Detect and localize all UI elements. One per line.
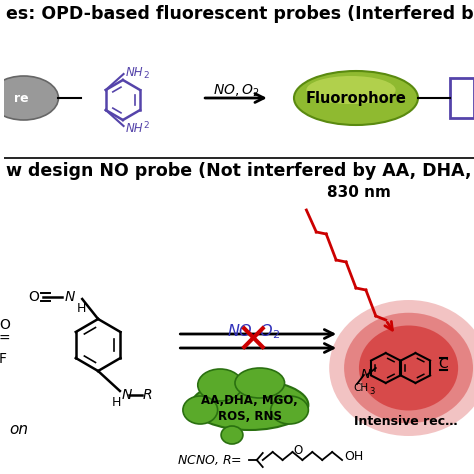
Text: N: N [64, 290, 75, 304]
Text: CH: CH [353, 383, 368, 393]
Ellipse shape [191, 380, 309, 430]
Text: Fluorophore: Fluorophore [306, 91, 406, 106]
Text: O: O [28, 290, 39, 304]
Text: N: N [122, 388, 132, 402]
Text: es: OPD-based fluorescent probes (Interfered by: es: OPD-based fluorescent probes (Interf… [6, 5, 474, 23]
Text: NH: NH [126, 121, 143, 135]
Text: NH: NH [126, 65, 143, 79]
Text: ✕: ✕ [236, 320, 271, 362]
Ellipse shape [306, 76, 396, 104]
Ellipse shape [344, 313, 473, 423]
Text: Intensive rec…: Intensive rec… [354, 415, 457, 428]
Text: R: R [143, 388, 152, 402]
Ellipse shape [271, 396, 309, 424]
Text: $NO, O_2$: $NO, O_2$ [213, 83, 259, 100]
Text: O: O [293, 444, 303, 456]
Text: C: C [438, 357, 448, 371]
Ellipse shape [329, 300, 474, 436]
Text: F: F [0, 352, 7, 366]
Ellipse shape [294, 71, 418, 125]
Text: N: N [361, 368, 371, 382]
Text: O: O [0, 318, 10, 332]
Ellipse shape [198, 369, 242, 401]
Text: AA,DHA, MGO,
ROS, RNS: AA,DHA, MGO, ROS, RNS [201, 394, 298, 423]
Text: 3: 3 [369, 386, 374, 395]
Text: $NCNO$, R=: $NCNO$, R= [177, 453, 243, 467]
Text: 2: 2 [144, 120, 149, 129]
Ellipse shape [0, 76, 58, 120]
FancyBboxPatch shape [450, 78, 474, 118]
Text: w design NO probe (Not interfered by AA, DHA, M…: w design NO probe (Not interfered by AA,… [6, 162, 474, 180]
Ellipse shape [235, 368, 284, 398]
Text: H: H [112, 396, 121, 410]
Text: re: re [14, 91, 29, 104]
Ellipse shape [221, 426, 243, 444]
Ellipse shape [359, 326, 458, 410]
Text: H: H [76, 302, 86, 316]
Text: $NO, O_2$: $NO, O_2$ [227, 322, 280, 341]
Text: OH: OH [344, 449, 363, 463]
Text: 2: 2 [144, 71, 149, 80]
Text: =: = [0, 332, 10, 346]
Ellipse shape [183, 396, 218, 424]
Text: on: on [9, 422, 28, 438]
Text: 830 nm: 830 nm [327, 185, 391, 200]
